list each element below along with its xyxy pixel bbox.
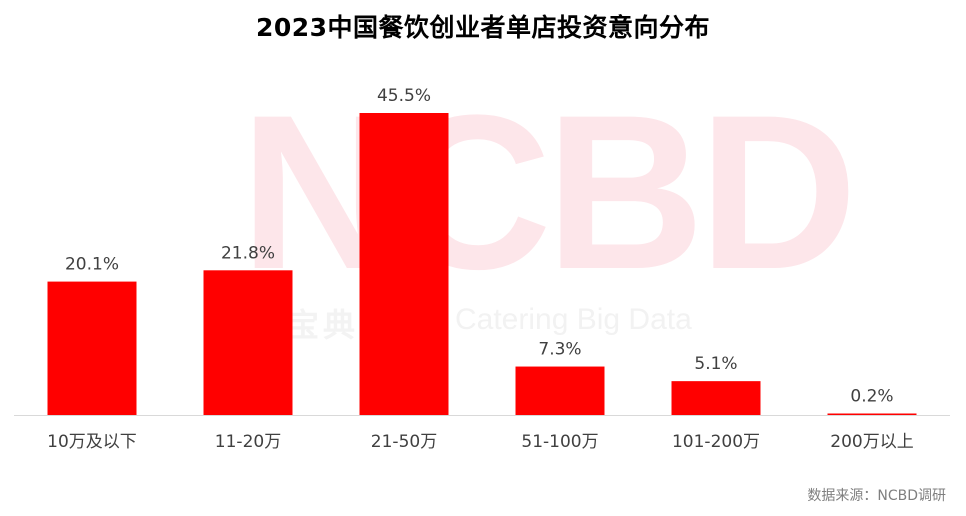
data-label: 20.1%: [65, 255, 119, 275]
category-tick-label: 51-100万: [521, 432, 598, 452]
bar: [359, 113, 449, 415]
category-tick-label: 11-20万: [215, 432, 281, 452]
bar: [827, 413, 917, 415]
category-tick-label: 200万以上: [830, 432, 913, 452]
category-tick-label: 10万及以下: [47, 432, 137, 452]
bar: [515, 366, 605, 415]
chart-title: 2023中国餐饮创业者单店投资意向分布: [255, 13, 711, 42]
data-label: 7.3%: [538, 340, 581, 360]
data-label: 21.8%: [221, 243, 275, 263]
source-note: 数据来源：NCBD调研: [807, 488, 946, 504]
bar: [203, 270, 293, 415]
data-label: 45.5%: [377, 86, 431, 106]
data-label: 5.1%: [694, 354, 737, 374]
bar: [671, 381, 761, 415]
bar: [47, 281, 137, 415]
data-label: 0.2%: [850, 387, 893, 407]
category-tick-label: 101-200万: [672, 432, 760, 452]
category-tick-label: 21-50万: [371, 432, 437, 452]
